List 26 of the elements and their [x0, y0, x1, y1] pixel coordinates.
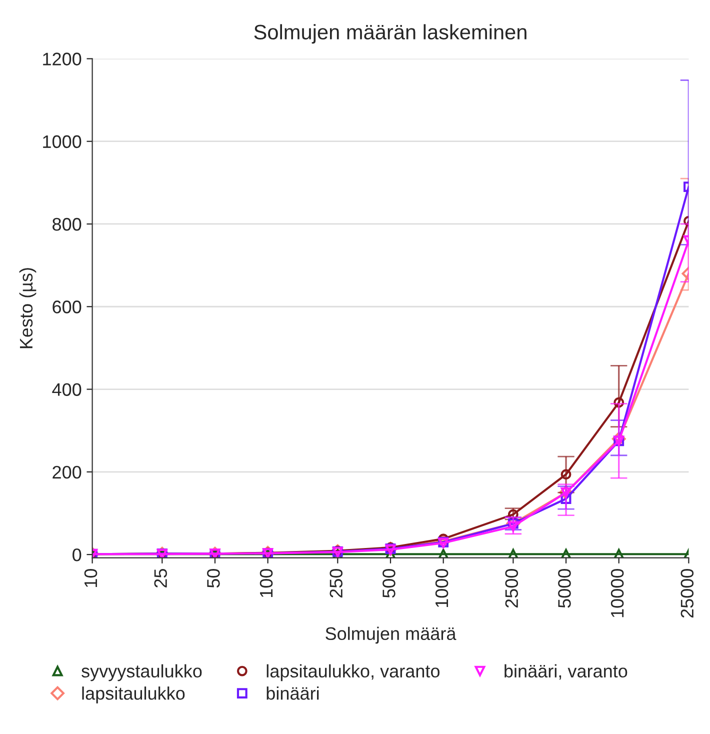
- y-tick-label: 200: [52, 466, 82, 479]
- x-axis-title: Solmujen määrä: [326, 626, 456, 644]
- legend-label: syvyystaulukko: [82, 664, 202, 682]
- x-tick-label: 2500: [505, 568, 518, 608]
- x-tick-label: 1000: [435, 568, 448, 608]
- x-tick-label: 500: [382, 568, 396, 598]
- y-tick-label: 1000: [43, 135, 82, 148]
- y-tick-label: 0: [72, 548, 82, 562]
- x-tick-label: 10: [84, 568, 98, 587]
- y-tick-label: 600: [52, 300, 82, 314]
- x-tick-label: 250: [330, 568, 343, 598]
- y-axis-title: Kesto (µs): [19, 268, 36, 348]
- y-tick-label: 400: [52, 383, 82, 396]
- legend-label: binääri, varanto: [504, 664, 628, 680]
- x-tick-label: 25000: [680, 568, 694, 618]
- chart-title: Solmujen määrän laskeminen: [254, 24, 526, 44]
- y-tick-label: 800: [52, 218, 82, 231]
- x-tick-label: 10000: [610, 568, 624, 618]
- legend-label: binääri: [266, 686, 319, 700]
- x-tick-label: 5000: [558, 568, 571, 608]
- x-tick-label: 50: [207, 568, 220, 588]
- x-tick-label: 25: [154, 569, 167, 588]
- x-tick-label: 100: [260, 568, 273, 597]
- legend-label: lapsitaulukko, varanto: [266, 664, 440, 682]
- y-tick-label: 1200: [43, 52, 82, 66]
- legend-label: lapsitaulukko: [82, 686, 185, 704]
